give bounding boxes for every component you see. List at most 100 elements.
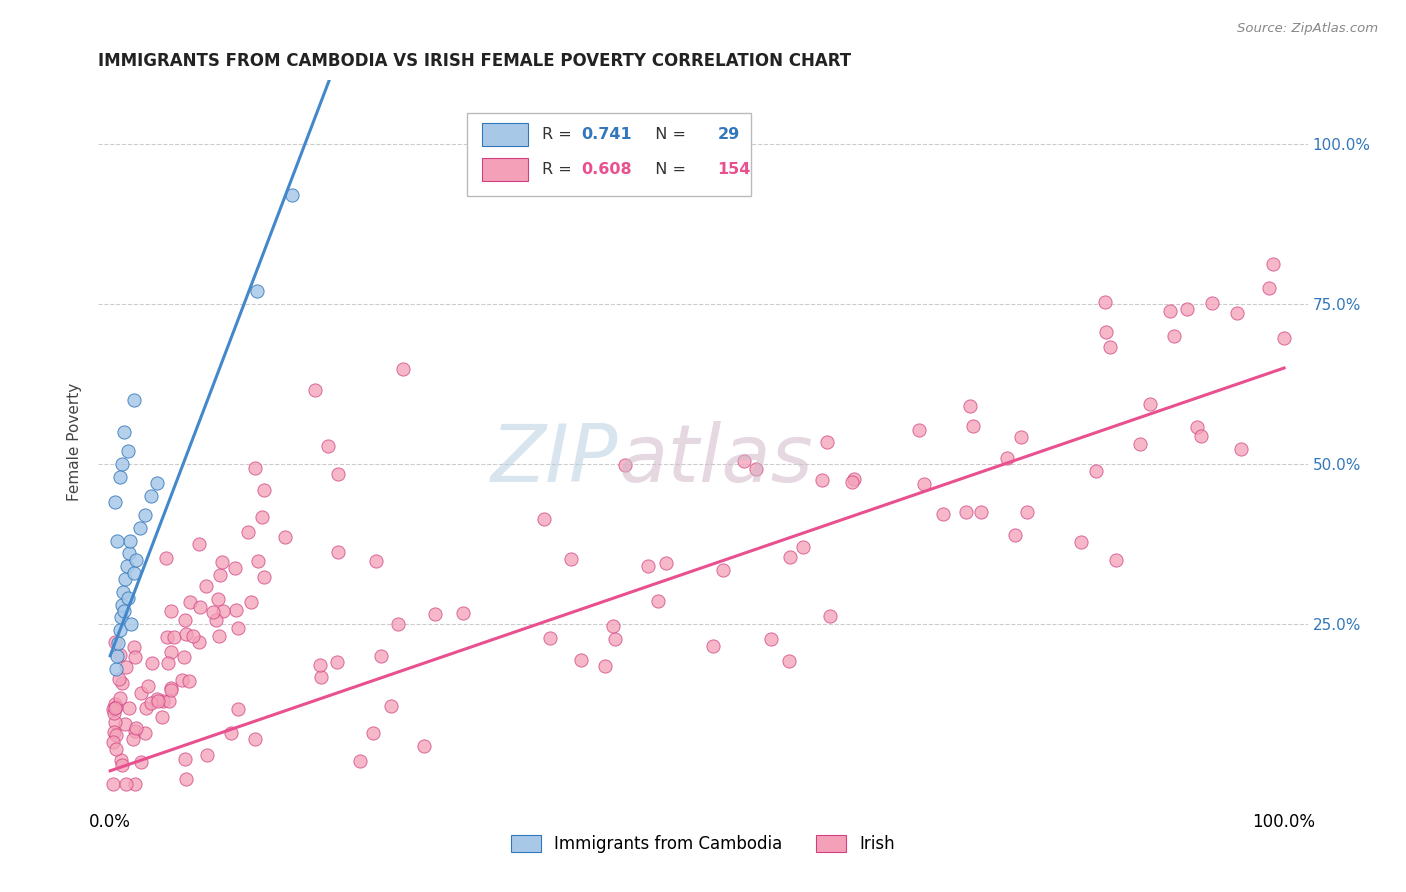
Point — [105, 728, 128, 742]
Point — [1094, 295, 1116, 310]
Point — [104, 634, 127, 648]
Point — [654, 557, 676, 571]
Point — [152, 694, 174, 708]
Point — [1139, 396, 1161, 410]
Point — [114, 717, 136, 731]
Text: ZIP: ZIP — [491, 421, 619, 499]
Point — [605, 632, 627, 647]
Point — [104, 715, 127, 730]
Point — [250, 510, 273, 524]
Point — [228, 622, 250, 636]
Point — [243, 731, 266, 746]
Point — [118, 546, 141, 560]
Point — [103, 706, 125, 720]
Point — [155, 551, 177, 566]
Point — [219, 726, 242, 740]
Point — [1189, 429, 1212, 443]
Point — [1177, 302, 1199, 317]
Point — [176, 772, 198, 786]
Point — [173, 613, 195, 627]
Point — [134, 508, 156, 522]
Text: atlas: atlas — [619, 421, 813, 499]
Point — [138, 679, 160, 693]
Point — [111, 457, 134, 471]
Point — [733, 454, 755, 468]
Point — [225, 603, 247, 617]
Point — [104, 495, 127, 509]
Text: 29: 29 — [717, 127, 740, 142]
Point — [818, 608, 841, 623]
Point — [104, 700, 127, 714]
Point — [122, 566, 145, 580]
Point — [110, 648, 132, 662]
Point — [236, 525, 259, 540]
Point — [1094, 325, 1116, 339]
Point — [105, 648, 128, 663]
Point — [105, 661, 128, 675]
Point — [120, 533, 142, 548]
Point — [962, 419, 984, 434]
Point — [139, 696, 162, 710]
Point — [211, 604, 233, 618]
Point — [538, 632, 561, 646]
FancyBboxPatch shape — [467, 112, 751, 196]
Point — [602, 619, 624, 633]
Point — [174, 626, 197, 640]
Point — [112, 604, 135, 618]
Text: R =: R = — [543, 127, 576, 142]
Point — [361, 726, 384, 740]
Point — [105, 742, 128, 756]
Point — [156, 630, 179, 644]
Point — [702, 640, 724, 654]
Point — [955, 505, 977, 519]
Point — [146, 694, 169, 708]
Point — [108, 469, 131, 483]
Point — [811, 473, 834, 487]
Point — [243, 460, 266, 475]
Point — [141, 489, 163, 503]
Point — [195, 747, 218, 762]
Point — [309, 670, 332, 684]
Point — [101, 702, 124, 716]
Point — [908, 423, 931, 437]
Text: Source: ZipAtlas.com: Source: ZipAtlas.com — [1237, 22, 1378, 36]
Point — [1272, 331, 1295, 345]
Point — [1201, 296, 1223, 310]
Text: R =: R = — [543, 161, 576, 177]
Point — [1105, 553, 1128, 567]
Point — [120, 616, 142, 631]
Point — [124, 650, 146, 665]
Point — [110, 753, 132, 767]
Text: N =: N = — [645, 161, 692, 177]
Point — [1010, 430, 1032, 444]
Point — [932, 507, 955, 521]
Point — [366, 554, 388, 568]
Point — [146, 476, 169, 491]
Point — [1263, 257, 1285, 271]
Point — [778, 654, 800, 668]
Point — [1226, 306, 1249, 320]
Point — [111, 676, 134, 690]
Point — [181, 629, 204, 643]
Point — [253, 483, 276, 497]
Point — [647, 594, 669, 608]
Point — [1004, 527, 1026, 541]
Point — [117, 591, 139, 606]
Text: N =: N = — [645, 127, 692, 142]
Point — [112, 584, 135, 599]
Point — [111, 757, 134, 772]
Point — [208, 567, 231, 582]
Point — [101, 776, 124, 790]
Point — [274, 530, 297, 544]
Point — [246, 285, 269, 299]
Point — [114, 660, 136, 674]
Point — [844, 473, 866, 487]
Point — [560, 551, 582, 566]
Point — [1015, 505, 1038, 519]
Point — [228, 701, 250, 715]
Point — [207, 591, 229, 606]
Point — [188, 599, 211, 614]
Point — [224, 560, 246, 574]
Point — [112, 425, 135, 439]
Point — [593, 658, 616, 673]
